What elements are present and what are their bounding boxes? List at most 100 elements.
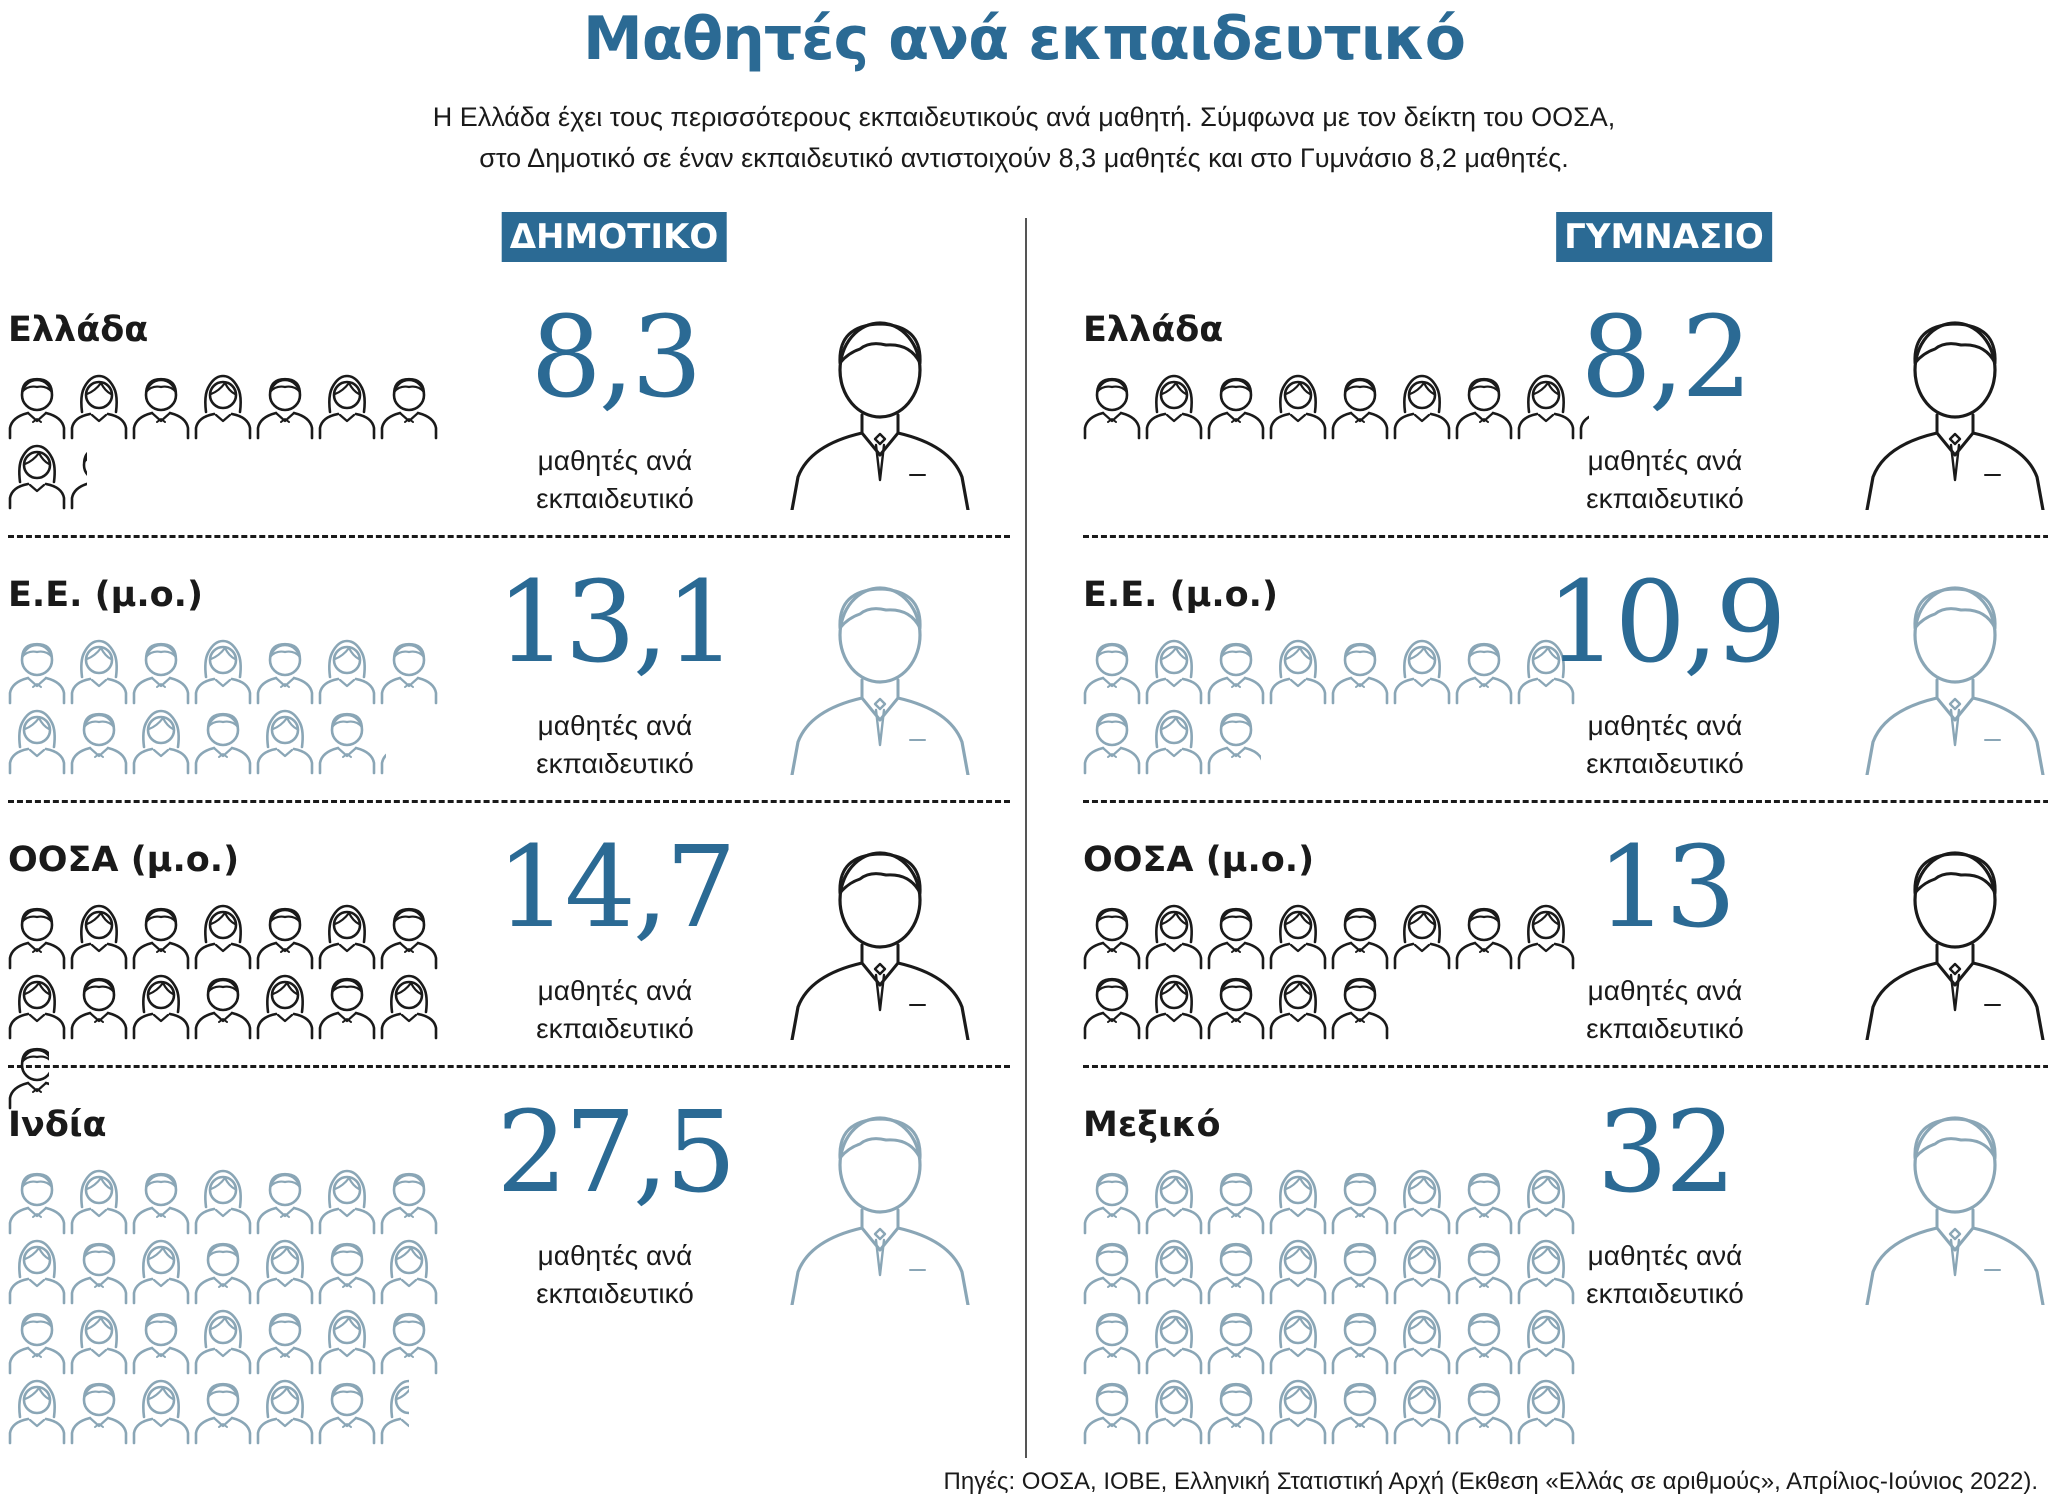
student-boy-icon [68, 1235, 130, 1305]
unit-label: μαθητές ανά εκπαιδευτικό [465, 707, 765, 783]
student-girl-icon [6, 1375, 68, 1445]
unit-line-2: εκπαιδευτικό [1586, 483, 1744, 514]
student-girl-icon [1267, 370, 1329, 440]
student-girl-icon [1391, 635, 1453, 705]
student-boy-icon [1205, 1235, 1267, 1305]
student-boy-icon [254, 1165, 316, 1235]
student-girl-icon [254, 970, 316, 1040]
teacher-icon [790, 851, 970, 1040]
student-boy-icon [1453, 370, 1515, 440]
section-title-primary: ΔΗΜΟΤΙΚΟ [501, 212, 727, 262]
student-girl-icon [1143, 635, 1205, 705]
row-separator [1083, 800, 2048, 803]
unit-line-2: εκπαιδευτικό [1586, 1278, 1744, 1309]
ratio-value: 13,1 [496, 558, 736, 688]
student-boy-icon [1081, 635, 1143, 705]
student-boy-icon [1329, 1235, 1391, 1305]
student-girl-icon [1515, 1235, 1577, 1305]
unit-label: μαθητές ανά εκπαιδευτικό [1515, 1237, 1815, 1313]
subtitle-line-1: Η Ελλάδα έχει τους περισσότερους εκπαιδε… [432, 102, 1616, 132]
student-boy-icon [68, 1375, 130, 1445]
student-girl-icon [6, 1235, 68, 1305]
subtitle-line-2: στο Δημοτικό σε έναν εκπαιδευτικό αντιστ… [479, 143, 1569, 173]
student-boy-icon [378, 635, 440, 705]
student-pictogram [1081, 1165, 1601, 1445]
student-boy-icon [1329, 1375, 1391, 1445]
chart-title: Μαθητές ανά εκπαιδευτικό [583, 4, 1466, 74]
row-label: ΟΟΣΑ (μ.ο.) [8, 840, 240, 880]
row-label: ΟΟΣΑ (μ.ο.) [1083, 840, 1315, 880]
student-girl-icon [1267, 1305, 1329, 1375]
student-girl-icon [1267, 1375, 1329, 1445]
student-girl-icon [378, 1375, 409, 1445]
student-girl-icon [1267, 1235, 1329, 1305]
unit-label: μαθητές ανά εκπαιδευτικό [465, 1237, 765, 1313]
student-boy-icon [68, 440, 87, 510]
student-boy-icon [192, 970, 254, 1040]
unit-line-2: εκπαιδευτικό [536, 748, 694, 779]
student-boy-icon [1081, 970, 1143, 1040]
student-boy-icon [1205, 1375, 1267, 1445]
unit-line-1: μαθητές ανά [1587, 445, 1743, 476]
unit-line-1: μαθητές ανά [1587, 975, 1743, 1006]
student-boy-icon [1329, 900, 1391, 970]
student-girl-icon [1391, 370, 1453, 440]
student-girl-icon [316, 635, 378, 705]
student-boy-icon [1081, 370, 1143, 440]
student-boy-icon [1329, 1305, 1391, 1375]
unit-line-2: εκπαιδευτικό [536, 1278, 694, 1309]
student-girl-icon [1267, 1165, 1329, 1235]
student-boy-icon [6, 1165, 68, 1235]
student-boy-icon [1081, 1235, 1143, 1305]
student-girl-icon [1143, 370, 1205, 440]
student-boy-icon [1205, 705, 1261, 775]
student-girl-icon [1143, 900, 1205, 970]
teacher-icon [1865, 1116, 2045, 1305]
student-boy-icon [316, 1375, 378, 1445]
student-girl-icon [192, 370, 254, 440]
row-separator [8, 535, 1010, 538]
student-boy-icon [1205, 1305, 1267, 1375]
student-girl-icon [68, 1165, 130, 1235]
student-girl-icon [1515, 635, 1577, 705]
row-label: Ε.Ε. (μ.ο.) [8, 575, 203, 615]
row-label: Ε.Ε. (μ.ο.) [1083, 575, 1278, 615]
student-pictogram [1081, 900, 1601, 1040]
student-girl-icon [254, 1235, 316, 1305]
section-title-gymnasium: ΓΥΜΝΑΣΙΟ [1556, 212, 1772, 262]
student-boy-icon [378, 1165, 440, 1235]
student-boy-icon [316, 970, 378, 1040]
student-boy-icon [378, 370, 440, 440]
student-pictogram [1081, 370, 1601, 440]
student-girl-icon [1515, 1305, 1577, 1375]
ratio-value: 10,9 [1546, 558, 1786, 688]
student-boy-icon [1329, 1165, 1391, 1235]
student-girl-icon [378, 970, 440, 1040]
student-boy-icon [1329, 370, 1391, 440]
student-girl-icon [1515, 1375, 1577, 1445]
student-boy-icon [1081, 1165, 1143, 1235]
student-boy-icon [1453, 1165, 1515, 1235]
student-girl-icon [1391, 1305, 1453, 1375]
student-girl-icon [1515, 370, 1577, 440]
student-boy-icon [130, 900, 192, 970]
unit-label: μαθητές ανά εκπαιδευτικό [465, 442, 765, 518]
student-girl-icon [1391, 900, 1453, 970]
student-boy-icon [6, 1040, 49, 1110]
student-girl-icon [68, 635, 130, 705]
row-separator [1083, 535, 2048, 538]
student-boy-icon [1453, 1375, 1515, 1445]
student-girl-icon [130, 1375, 192, 1445]
student-girl-icon [316, 1305, 378, 1375]
ratio-value: 13 [1596, 823, 1737, 953]
unit-line-1: μαθητές ανά [537, 710, 693, 741]
row-label: Ινδία [8, 1105, 107, 1145]
row-label: Ελλάδα [8, 310, 149, 350]
student-pictogram [6, 900, 476, 1110]
student-girl-icon [130, 705, 192, 775]
student-pictogram [1081, 635, 1601, 775]
unit-label: μαθητές ανά εκπαιδευτικό [1515, 707, 1815, 783]
student-boy-icon [1453, 900, 1515, 970]
student-boy-icon [68, 705, 130, 775]
student-boy-icon [378, 1305, 440, 1375]
